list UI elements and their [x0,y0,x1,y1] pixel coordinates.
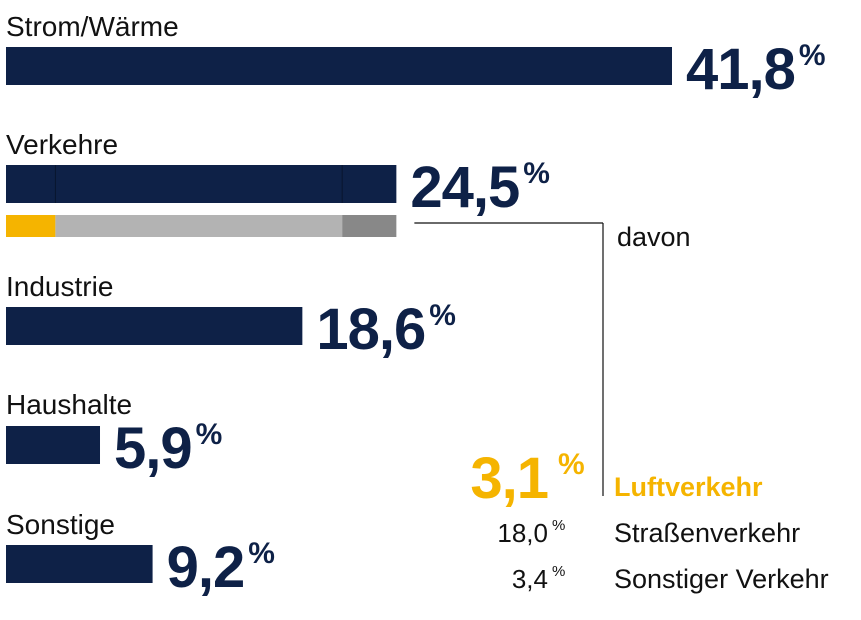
breakdown-percent-sonstiger-verkehr: % [552,563,565,580]
breakdown-label-strassenverkehr: Straßenverkehr [614,518,800,548]
value-label-strom-waerme: 41,8 [686,37,795,102]
value-label-verkehre: 24,5 [410,155,519,220]
category-label-verkehre: Verkehre [6,129,118,160]
value-label-sonstige: 9,2 [167,535,245,600]
breakdown-bar-luftverkehr [6,215,56,237]
breakdown-percent-strassenverkehr: % [552,517,565,534]
value-label-haushalte: 5,9 [114,416,192,481]
breakdown-bar-sonstiger-verkehr [342,215,397,237]
bar-verkehre [6,165,397,203]
breakdown-label-luftverkehr: Luftverkehr [614,472,763,502]
bar-industrie [6,307,303,345]
breakdown-bar-strassenverkehr [55,215,343,237]
category-label-haushalte: Haushalte [6,389,132,420]
breakdown-value-sonstiger-verkehr: 3,4 [512,564,548,594]
percent-sign-strom-waerme: % [799,39,826,72]
category-label-industrie: Industrie [6,271,113,302]
percent-sign-verkehre: % [523,157,550,190]
bar-haushalte [6,426,101,464]
breakdown-value-luftverkehr: 3,1 [470,446,548,511]
breakdown-group: davon 3,1 % Luftverkehr 18,0% Straßenverkehr 3… [6,165,829,594]
breakdown-label-sonstiger-verkehr: Sonstiger Verkehr [614,564,829,594]
percent-sign-sonstige: % [248,537,275,570]
main-bars-group: Strom/Wärme 41,8 % Verkehre 24,5 % Industrie 18… [6,11,826,600]
bar-strom-waerme [6,47,672,85]
category-label-sonstige: Sonstige [6,509,115,540]
percent-sign-haushalte: % [196,418,223,451]
bar-sonstige [6,545,153,583]
category-label-strom-waerme: Strom/Wärme [6,11,179,42]
value-label-industrie: 18,6 [316,297,425,362]
davon-label: davon [617,222,691,252]
breakdown-percent-luftverkehr: % [558,448,585,481]
breakdown-value-strassenverkehr: 18,0 [497,518,548,548]
percent-sign-industrie: % [429,299,456,332]
